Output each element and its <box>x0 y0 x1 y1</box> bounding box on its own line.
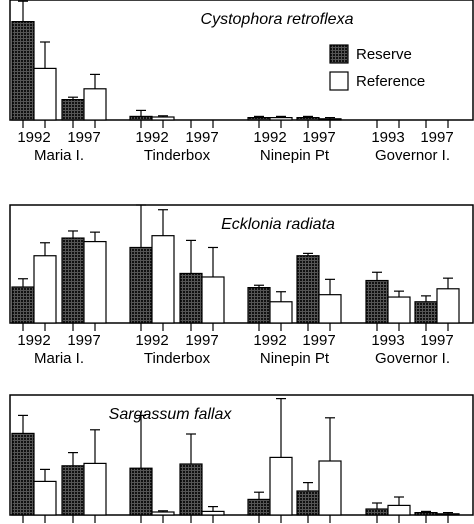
bar <box>11 286 35 324</box>
bar <box>11 432 35 516</box>
legend-label: Reserve <box>356 46 412 63</box>
bar <box>83 88 107 121</box>
chart-title: Ecklonia radiata <box>221 216 335 233</box>
bar <box>414 511 438 516</box>
bar <box>296 116 320 121</box>
bar <box>83 462 107 516</box>
group-label: Maria I. <box>34 147 84 164</box>
plot-frame <box>9 204 474 324</box>
x-tick-label: 1992 <box>135 332 168 349</box>
bar <box>129 115 153 121</box>
bar <box>11 21 35 121</box>
bar <box>269 116 293 121</box>
bar <box>387 504 411 516</box>
bar <box>83 240 107 324</box>
bar <box>414 301 438 324</box>
bar <box>33 67 57 121</box>
group-label: Governor I. <box>375 147 450 164</box>
bar <box>61 237 85 324</box>
x-tick-label: 1997 <box>420 129 453 146</box>
bar <box>365 508 389 516</box>
x-tick-label: 1997 <box>302 129 335 146</box>
x-tick-label: 1997 <box>185 332 218 349</box>
bar <box>247 287 271 324</box>
bar <box>436 513 460 516</box>
bar <box>201 276 225 324</box>
x-tick-label: 1992 <box>253 332 286 349</box>
x-tick-label: 1997 <box>420 332 453 349</box>
bar <box>296 490 320 516</box>
x-tick-label: 1993 <box>371 129 404 146</box>
x-tick-label: 1992 <box>17 129 50 146</box>
x-tick-label: 1997 <box>302 332 335 349</box>
x-tick-label: 1997 <box>185 129 218 146</box>
legend-swatch <box>329 44 349 64</box>
group-label: Ninepin Pt <box>260 147 330 164</box>
bar <box>318 460 342 516</box>
bar <box>129 467 153 516</box>
bar <box>269 301 293 324</box>
bar <box>151 511 175 516</box>
bar <box>201 510 225 516</box>
bar <box>151 235 175 324</box>
legend-swatch <box>329 71 349 91</box>
bar <box>269 456 293 516</box>
bar <box>179 463 203 516</box>
x-tick-label: 1992 <box>17 332 50 349</box>
chart-title: Sargassum fallax <box>109 406 233 423</box>
x-tick-label: 1997 <box>67 332 100 349</box>
x-tick-label: 1992 <box>253 129 286 146</box>
bar <box>365 279 389 324</box>
bar <box>179 272 203 324</box>
bar <box>436 288 460 324</box>
bar <box>151 116 175 121</box>
chart-title: Cystophora retroflexa <box>201 11 354 28</box>
group-label: Maria I. <box>34 350 84 367</box>
plot-frame <box>9 394 474 516</box>
bar <box>387 296 411 324</box>
group-label: Governor I. <box>375 350 450 367</box>
legend-label: Reference <box>356 73 425 90</box>
bar <box>61 465 85 516</box>
plot-frame <box>9 0 474 121</box>
bar <box>318 294 342 324</box>
group-label: Tinderbox <box>144 147 211 164</box>
bar <box>296 255 320 324</box>
x-tick-label: 1997 <box>67 129 100 146</box>
x-tick-label: 1993 <box>371 332 404 349</box>
bar <box>61 98 85 121</box>
group-label: Ninepin Pt <box>260 350 330 367</box>
bar <box>33 480 57 516</box>
group-label: Tinderbox <box>144 350 211 367</box>
bar <box>247 498 271 516</box>
bar <box>33 255 57 324</box>
bar <box>318 118 342 121</box>
x-tick-label: 1992 <box>135 129 168 146</box>
bar <box>247 116 271 121</box>
bar <box>129 246 153 324</box>
